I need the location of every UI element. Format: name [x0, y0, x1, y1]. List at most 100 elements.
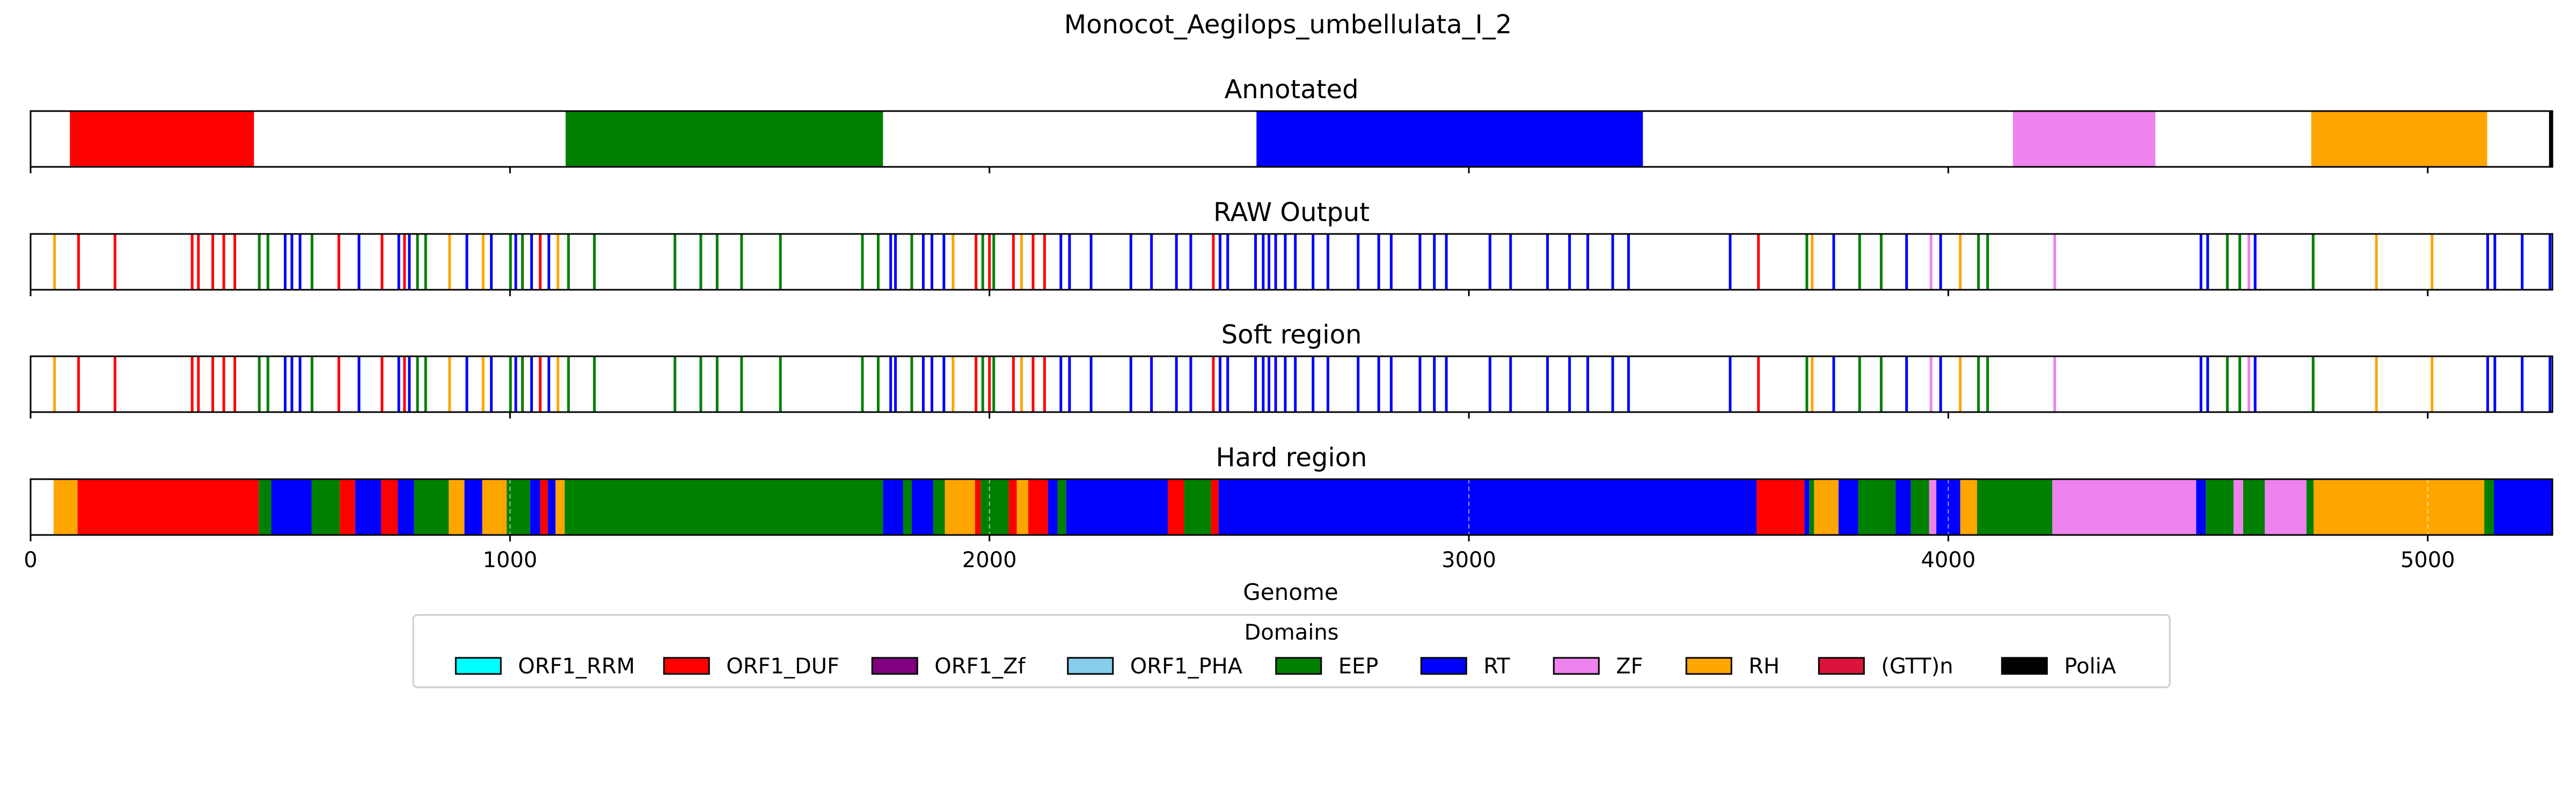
legend-item-eep: EEP — [1275, 654, 1379, 679]
legend-swatch — [1420, 657, 1467, 675]
segment-orf1-duf — [340, 479, 355, 535]
x-tick-label: 2000 — [962, 548, 1017, 573]
legend-swatch — [1067, 657, 1114, 675]
segment-eep — [507, 479, 530, 535]
segment-orf1-duf — [77, 479, 259, 535]
legend-swatch — [871, 657, 918, 675]
segment-rh — [1960, 479, 1977, 535]
segment-eep — [259, 479, 272, 535]
segment-rh — [2314, 479, 2485, 535]
x-tick-label: 4000 — [1921, 548, 1975, 573]
legend-label: RT — [1483, 654, 1510, 679]
segment-eep — [2484, 479, 2494, 535]
panel-title: Annotated — [1224, 75, 1358, 105]
track-panels: Annotated RAW Output Soft region Hard regio… — [30, 75, 2553, 541]
legend-label: PoliA — [2064, 654, 2116, 679]
legend-item-gtt-n: (GTT)n — [1818, 654, 1953, 679]
legend-swatch — [2001, 657, 2048, 675]
segment-eep — [1057, 479, 1066, 535]
segment-eep — [565, 479, 883, 535]
legend-label: ORF1_Zf — [934, 654, 1026, 679]
x-axis-label: Genome — [1243, 579, 1338, 605]
legend-item-rh: RH — [1685, 654, 1780, 679]
x-tick-label: 1000 — [482, 548, 537, 573]
panel-title: Hard region — [1216, 443, 1367, 473]
segment-polia — [2549, 111, 2552, 167]
segment-zf — [1929, 479, 1937, 535]
segment-eep — [980, 479, 1009, 535]
panel-hard-region: Hard region — [30, 443, 2553, 541]
segment-orf1-duf — [540, 479, 548, 535]
legend-title: Domains — [1244, 620, 1338, 645]
panel-title: RAW Output — [1213, 197, 1370, 228]
legend-label: ORF1_DUF — [726, 654, 839, 679]
legend-item-rt: RT — [1420, 654, 1510, 679]
segment-rt — [464, 479, 482, 535]
legend-item-polia: PoliA — [2001, 654, 2117, 679]
segment-orf1-duf — [70, 111, 254, 167]
segment-rt — [530, 479, 540, 535]
segment-eep — [1858, 479, 1896, 535]
segment-rt — [398, 479, 414, 535]
segment-rt — [1066, 479, 1168, 535]
legend-swatch — [1553, 657, 1600, 675]
segment-eep — [414, 479, 449, 535]
legend-label: (GTT)n — [1881, 654, 1953, 679]
panel-annotated: Annotated — [30, 75, 2553, 173]
x-tick-label: 0 — [24, 548, 37, 573]
panel-frame — [30, 233, 2553, 291]
segment-eep — [933, 479, 945, 535]
segment-rh — [482, 479, 507, 535]
segment-zf — [2052, 479, 2197, 535]
legend-item-orf1-pha: ORF1_PHA — [1067, 654, 1243, 679]
legend-label: ORF1_RRM — [518, 654, 635, 679]
segment-rt — [1896, 479, 1911, 535]
segment-rt — [547, 479, 556, 535]
segment-orf1-duf — [1211, 479, 1219, 535]
segment-orf1-duf — [1757, 479, 1805, 535]
segment-rh — [1016, 479, 1029, 535]
segment-eep — [1911, 479, 1929, 535]
segment-rt — [2196, 479, 2206, 535]
panel-frame — [30, 478, 2553, 536]
segment-rt — [1804, 479, 1810, 535]
segment-orf1-duf — [1168, 479, 1184, 535]
segment-rt — [911, 479, 934, 535]
segment-rh — [555, 479, 565, 535]
segment-eep — [2306, 479, 2314, 535]
legend-item-zf: ZF — [1553, 654, 1643, 679]
chart-title: Monocot_Aegilops_umbellulata_I_2 — [1064, 10, 1512, 40]
x-tick-label: 3000 — [1441, 548, 1496, 573]
segment-rt — [1256, 111, 1643, 167]
legend-swatch — [663, 657, 710, 675]
segment-rh — [945, 479, 975, 535]
segment-rt — [883, 479, 903, 535]
segment-rh — [53, 479, 78, 535]
panel-raw-output: RAW Output — [30, 197, 2553, 296]
legend: Domains ORF1_RRM ORF1_DUF ORF1_Zf ORF1_PHA EE… — [412, 614, 2171, 688]
segment-rh — [2311, 111, 2487, 167]
legend-swatch — [1818, 657, 1865, 675]
panel-frame — [30, 355, 2553, 413]
segment-eep — [565, 111, 883, 167]
segment-zf — [2264, 479, 2307, 535]
segment-rt — [1048, 479, 1058, 535]
panel-frame — [30, 110, 2553, 168]
segment-orf1-duf — [381, 479, 398, 535]
segment-rt — [2494, 479, 2552, 535]
segment-rt — [1838, 479, 1858, 535]
panel-soft-region: Soft region — [30, 320, 2553, 419]
x-axis: 0 1000 2000 3000 4000 5000 — [24, 548, 2455, 573]
segment-rt — [271, 479, 312, 535]
segment-orf1-duf — [975, 479, 981, 535]
panel-title: Soft region — [1221, 320, 1362, 350]
legend-label: EEP — [1338, 654, 1379, 679]
segment-eep — [1809, 479, 1814, 535]
legend-item-orf1-rrm: ORF1_RRM — [455, 654, 635, 679]
segment-rt — [1218, 479, 1757, 535]
x-tick-label: 5000 — [2401, 548, 2455, 573]
legend-swatch — [1685, 657, 1732, 675]
legend-swatch — [1275, 657, 1322, 675]
